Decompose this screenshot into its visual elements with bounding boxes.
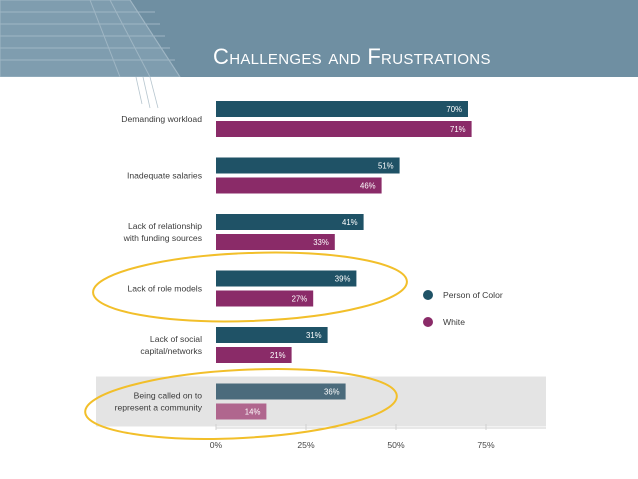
data-label: 14%: [245, 408, 261, 417]
x-tick-label: 75%: [477, 440, 495, 450]
title-banner: Challenges and Frustrations: [0, 0, 638, 77]
data-label: 31%: [306, 331, 322, 340]
bar-white: [216, 234, 335, 250]
bar-person-of-color: [216, 101, 468, 117]
bar-person-of-color: [216, 270, 357, 287]
x-tick-label: 25%: [297, 440, 315, 450]
category-label: Inadequate salaries: [127, 171, 202, 181]
category-label: with funding sources: [123, 233, 202, 243]
data-label: 27%: [292, 295, 308, 304]
category-label: capital/networks: [140, 346, 202, 356]
highlight-ellipse: [92, 251, 408, 323]
bar-person-of-color: [216, 214, 364, 230]
data-label: 46%: [360, 182, 376, 191]
bar-white: [216, 121, 472, 137]
bar-white: [216, 347, 292, 363]
category-label: Being called on to: [134, 391, 203, 401]
data-label: 51%: [378, 162, 394, 171]
x-tick-label: 50%: [387, 440, 405, 450]
legend-label: Person of Color: [443, 290, 503, 300]
bar-person-of-color: [216, 327, 328, 343]
decorative-lines: [0, 0, 181, 77]
data-label: 33%: [313, 238, 329, 247]
category-label: represent a community: [115, 403, 203, 413]
data-label: 71%: [450, 125, 466, 134]
highlight-ellipse: [84, 368, 398, 440]
x-tick-label: 0%: [210, 440, 223, 450]
data-label: 39%: [335, 275, 351, 284]
legend-marker-white: [423, 317, 433, 327]
data-label: 41%: [342, 218, 358, 227]
category-label: Lack of relationship: [128, 221, 202, 231]
category-label: Lack of role models: [127, 284, 202, 294]
legend-label: White: [443, 317, 465, 327]
data-label: 36%: [324, 388, 340, 397]
bar-white: [216, 177, 382, 194]
decorative-lines: [135, 76, 159, 109]
bar-white: [216, 290, 314, 307]
bar-white: [216, 403, 267, 420]
category-label: Lack of social: [150, 334, 202, 344]
bar-person-of-color: [216, 157, 400, 174]
slide-title: Challenges and Frustrations: [213, 44, 491, 69]
data-label: 21%: [270, 351, 286, 360]
legend-marker-person-of-color: [423, 290, 433, 300]
category-label: Demanding workload: [121, 114, 202, 124]
bar-person-of-color: [216, 383, 346, 400]
data-label: 70%: [446, 105, 462, 114]
